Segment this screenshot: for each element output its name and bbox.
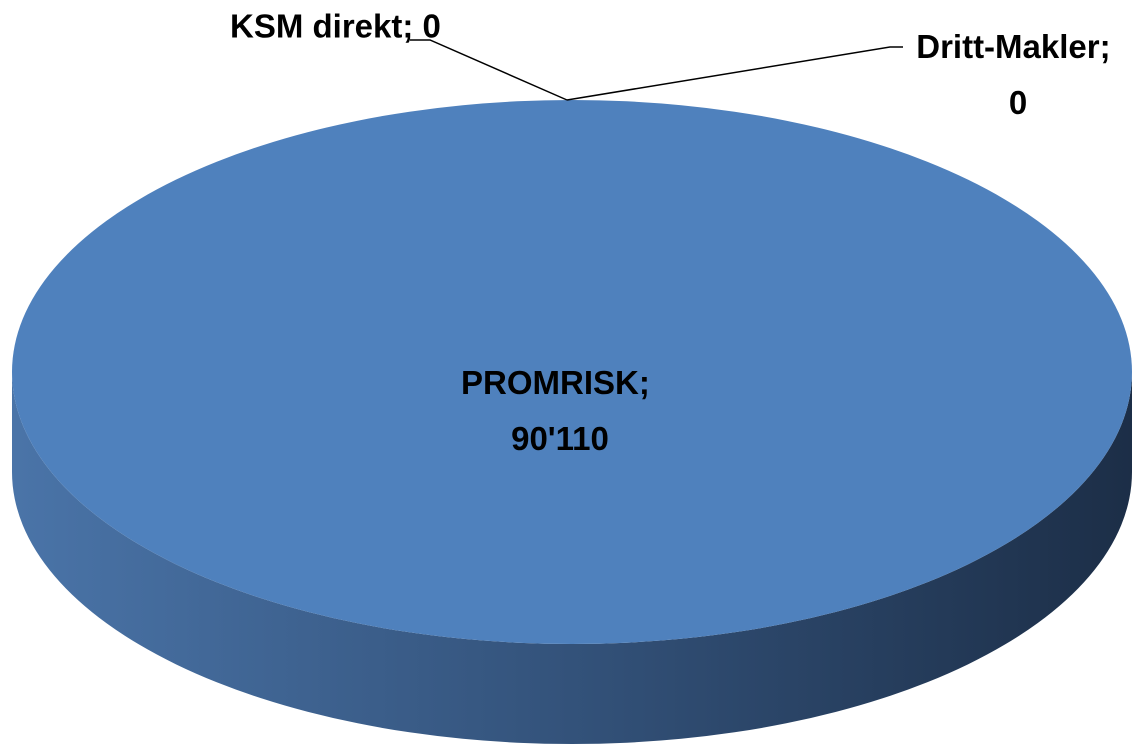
- data-label: PROMRISK; 90'110: [461, 364, 659, 457]
- data-label-line: Dritt-Makler;: [916, 28, 1120, 65]
- data-label: KSM direkt; 0: [230, 8, 441, 45]
- leader-line: [410, 39, 568, 101]
- data-label: Dritt-Makler; 0: [916, 28, 1120, 121]
- data-label-line: 90'110: [511, 420, 609, 457]
- leader-line: [566, 46, 903, 101]
- data-label-line: 0: [1009, 84, 1027, 121]
- pie-side: [12, 372, 1132, 744]
- pie-slice: [12, 100, 1132, 644]
- data-label-line: PROMRISK;: [461, 364, 659, 401]
